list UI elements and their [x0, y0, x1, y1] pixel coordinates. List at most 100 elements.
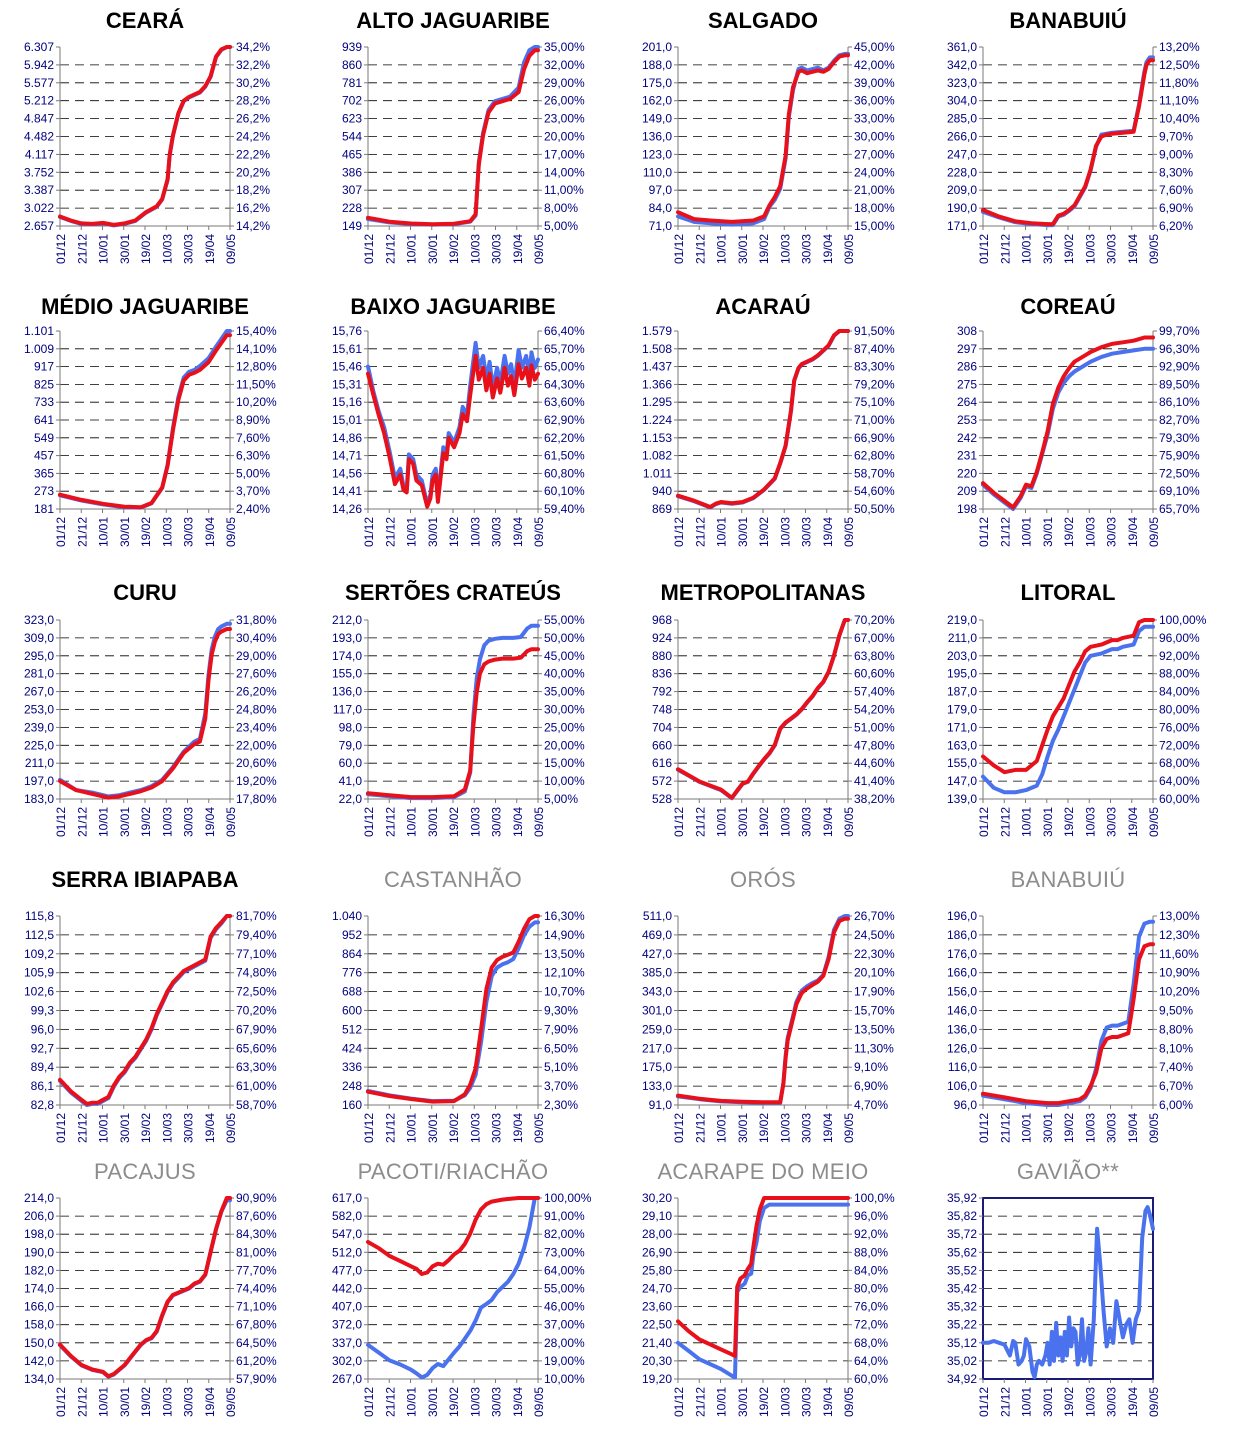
y-tick-label-right: 71,10%	[236, 1300, 277, 1314]
x-tick-label: 09/05	[1147, 517, 1161, 547]
y-tick-label-right: 23,40%	[236, 720, 277, 734]
y-tick-label-left: 14,41	[332, 484, 362, 498]
y-tick-label-left: 181	[34, 502, 54, 516]
y-tick-label-left: 688	[342, 985, 362, 999]
y-tick-label-right: 10,00%	[544, 1372, 585, 1386]
x-tick-label: 30/03	[800, 807, 814, 837]
y-tick-label-right: 14,00%	[544, 165, 585, 179]
series-line-blue	[58, 329, 232, 510]
y-tick-label-right: 88,00%	[1159, 667, 1200, 681]
y-tick-label-left: 247,0	[947, 147, 977, 161]
chart-title: ALTO JAGUARIBE	[356, 8, 550, 33]
x-tick-label: 30/03	[800, 517, 814, 547]
chart-title: ACARAPE DO MEIO	[657, 1159, 869, 1184]
x-tick-label: 01/12	[977, 807, 991, 837]
y-tick-label-left: 105,9	[24, 966, 54, 980]
y-tick-label-right: 13,00%	[1159, 909, 1200, 923]
y-tick-label-left: 323,0	[947, 76, 977, 90]
chart-svg: 219,0 211,0 203,0 195,0 187,0 179,0 171,0 163,0…	[947, 613, 1207, 837]
y-tick-label-left: 1.101	[24, 324, 54, 338]
x-tick-label: 30/01	[1041, 807, 1055, 837]
y-tick-label-right: 69,10%	[1159, 484, 1200, 498]
y-tick-label-left: 228	[342, 201, 362, 215]
y-tick-label-right: 6,90%	[854, 1079, 888, 1093]
x-tick-label: 10/03	[468, 1387, 482, 1417]
y-tick-label-left: 836	[652, 667, 672, 681]
x-tick-label: 10/01	[715, 1113, 729, 1143]
y-tick-label-left: 424	[342, 1041, 362, 1055]
y-tick-label-left: 781	[342, 76, 362, 90]
x-tick-label: 09/05	[842, 1113, 856, 1143]
y-tick-label-right: 10,20%	[236, 395, 277, 409]
x-tick-label: 30/01	[736, 1113, 750, 1143]
y-tick-label-right: 22,2%	[236, 147, 270, 161]
y-tick-label-right: 27,60%	[236, 667, 277, 681]
x-tick-label: 10/03	[160, 807, 174, 837]
chart-svg: 196,0 186,0 176,0 166,0 156,0 146,0 136,0 126,0…	[947, 909, 1200, 1143]
x-tick-label: 19/04	[1126, 807, 1140, 837]
chart-title: SERTÕES CRATEÚS	[345, 580, 561, 605]
x-tick-label: 21/12	[998, 807, 1012, 837]
chart-panel: BANABUIÚ 361,0 342,0 323,0 304,0 285,0 266,0 24…	[923, 8, 1223, 296]
y-tick-label-left: 211,0	[25, 756, 54, 770]
y-tick-label-right: 8,00%	[544, 201, 578, 215]
x-tick-label: 19/02	[757, 517, 771, 547]
series-line-blue	[676, 618, 850, 801]
y-tick-label-left: 92,7	[31, 1041, 55, 1055]
y-tick-label-left: 106,0	[947, 1079, 977, 1093]
y-tick-label-left: 248	[342, 1079, 362, 1093]
x-tick-label: 09/05	[224, 807, 238, 837]
y-tick-label-left: 253,0	[24, 703, 54, 717]
y-tick-label-left: 146,0	[947, 1004, 977, 1018]
y-tick-label-right: 24,2%	[236, 130, 270, 144]
y-tick-label-left: 26,90	[642, 1245, 672, 1259]
series-line-blue	[676, 914, 850, 1105]
x-tick-label: 30/01	[1041, 517, 1055, 547]
y-tick-label-left: 776	[342, 966, 362, 980]
x-tick-label: 01/12	[54, 234, 68, 264]
x-tick-label: 10/03	[1083, 1387, 1097, 1417]
y-tick-label-right: 38,20%	[854, 792, 895, 806]
y-tick-label-left: 15,01	[332, 413, 362, 427]
y-tick-label-left: 206,0	[24, 1209, 54, 1223]
x-tick-label: 19/02	[139, 1387, 153, 1417]
y-tick-label-left: 2.657	[24, 219, 54, 233]
x-tick-label: 09/05	[224, 517, 238, 547]
y-tick-label-right: 2,40%	[236, 502, 270, 516]
y-tick-label-left: 924	[652, 631, 672, 645]
y-tick-label-right: 26,70%	[854, 909, 895, 923]
x-tick-label: 01/12	[362, 807, 376, 837]
x-tick-label: 21/12	[693, 517, 707, 547]
y-tick-label-left: 24,70	[642, 1282, 672, 1296]
y-tick-label-right: 65,70%	[1159, 502, 1200, 516]
x-tick-label: 19/02	[1062, 517, 1076, 547]
x-tick-label: 19/02	[447, 1113, 461, 1143]
y-tick-label-right: 50,00%	[544, 631, 585, 645]
y-tick-label-right: 50,50%	[854, 502, 895, 516]
x-tick-label: 30/03	[1105, 517, 1119, 547]
x-tick-label: 10/01	[97, 1387, 111, 1417]
y-tick-label-right: 62,80%	[854, 449, 895, 463]
y-tick-label-left: 19,20	[642, 1372, 672, 1386]
y-tick-label-right: 20,00%	[544, 130, 585, 144]
x-tick-label: 09/05	[842, 807, 856, 837]
x-tick-label: 30/03	[800, 1387, 814, 1417]
x-tick-label: 19/04	[203, 517, 217, 547]
y-tick-label-right: 27,00%	[854, 147, 895, 161]
y-tick-label-right: 29,00%	[236, 649, 277, 663]
y-tick-label-right: 60,10%	[544, 484, 585, 498]
y-tick-label-left: 3.752	[24, 165, 54, 179]
y-tick-label-left: 304,0	[947, 94, 977, 108]
series-line-red	[676, 916, 850, 1105]
y-tick-label-right: 20,2%	[236, 165, 270, 179]
y-tick-label-left: 35,62	[947, 1245, 977, 1259]
x-tick-label: 19/02	[447, 517, 461, 547]
y-tick-label-right: 35,00%	[544, 40, 585, 54]
y-tick-label-left: 733	[34, 395, 54, 409]
x-tick-label: 09/05	[842, 517, 856, 547]
y-tick-label-left: 549	[34, 431, 54, 445]
y-tick-label-left: 35,72	[947, 1227, 977, 1241]
y-tick-label-left: 197,0	[24, 774, 54, 788]
x-tick-label: 30/01	[118, 807, 132, 837]
series-line-red	[676, 329, 850, 509]
